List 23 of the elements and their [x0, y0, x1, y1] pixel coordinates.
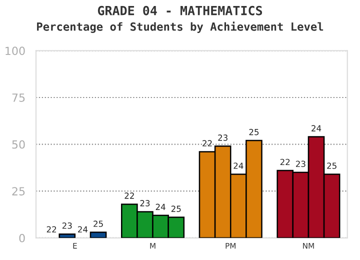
- y-tick-label: 100: [6, 46, 25, 56]
- text: 23: [62, 222, 72, 229]
- series-label: 25: [327, 162, 336, 169]
- text: 22: [124, 192, 134, 199]
- text: 22: [46, 226, 56, 232]
- series-label: 22: [202, 140, 212, 146]
- text: 24: [312, 125, 322, 132]
- text: 24: [78, 226, 88, 232]
- text: 25: [249, 128, 259, 136]
- text: 23: [218, 134, 228, 141]
- text: 23: [296, 160, 306, 168]
- y-tick-label: 25: [12, 187, 25, 196]
- text: 25: [94, 220, 103, 227]
- chart-title: GRADE 04 - MATHEMATICS: [98, 6, 262, 16]
- chart-subtitle: Percentage of Students by Achievement Level: [37, 22, 324, 33]
- series-label: 23: [140, 200, 150, 206]
- y-tick-label: 50: [12, 140, 25, 149]
- text: 22: [280, 158, 290, 166]
- y-tick-label: 75: [12, 94, 25, 102]
- text: 25: [171, 206, 181, 212]
- text: 24: [234, 162, 244, 169]
- y-tick-label: 0: [19, 234, 25, 242]
- series-label: 24: [156, 204, 166, 210]
